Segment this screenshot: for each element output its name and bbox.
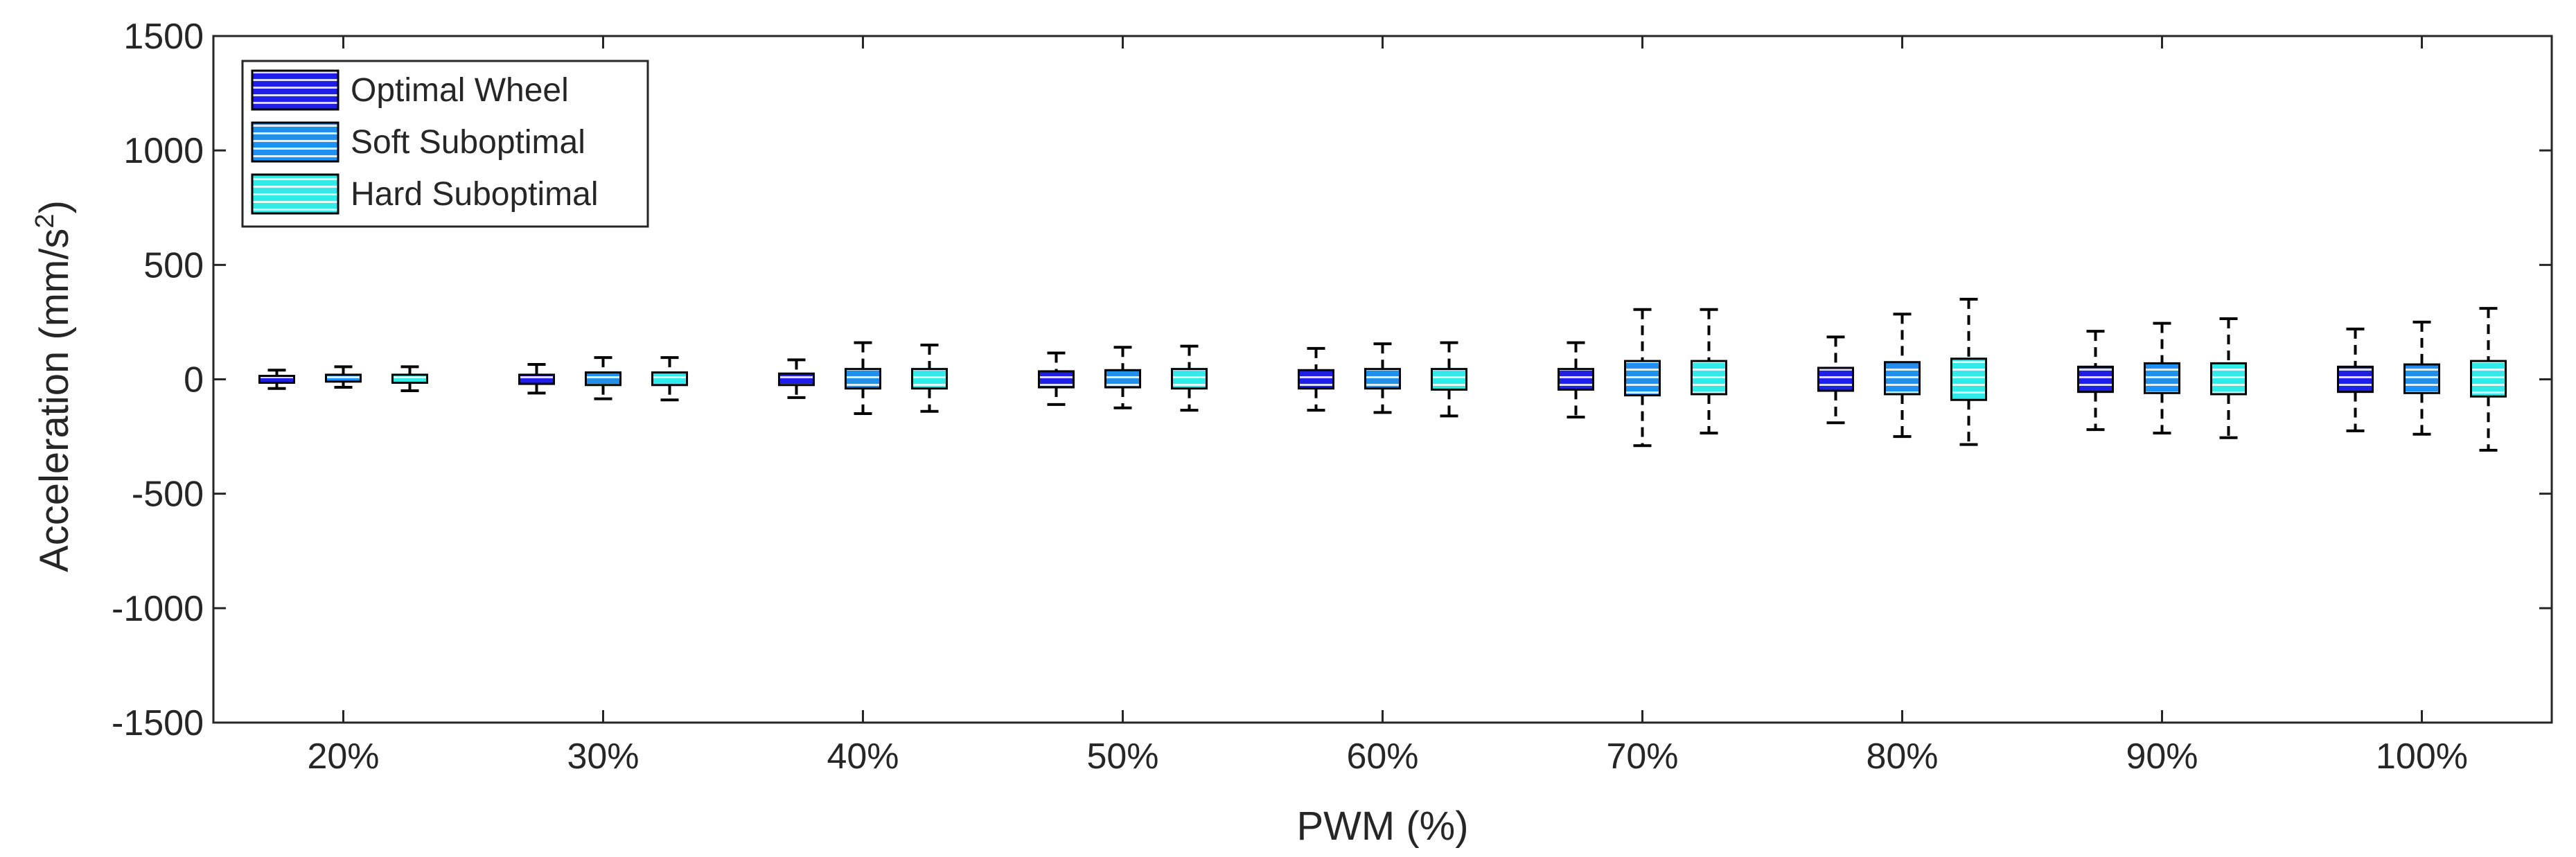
box-1-2 <box>845 341 881 416</box>
box-1-8 <box>2403 320 2440 436</box>
box-body <box>1691 360 1727 396</box>
box-0-0 <box>258 369 295 390</box>
legend-swatch <box>251 173 339 215</box>
box-1-3 <box>1104 346 1141 409</box>
x-tick-label: 90% <box>2126 736 2198 777</box>
box-body <box>911 368 948 390</box>
box-0-5 <box>1558 341 1594 419</box>
box-body <box>1558 368 1594 391</box>
legend-swatch <box>251 121 339 163</box>
box-0-2 <box>778 358 815 399</box>
box-body <box>2337 365 2374 394</box>
y-tick-label: 0 <box>184 360 204 400</box>
box-2-2 <box>911 343 948 413</box>
box-body <box>1950 357 1987 401</box>
box-body <box>1431 368 1467 391</box>
box-0-4 <box>1298 346 1334 412</box>
box-2-1 <box>651 356 688 402</box>
box-0-8 <box>2337 327 2374 432</box>
box-body <box>391 373 428 384</box>
x-tick-label: 100% <box>2376 736 2468 777</box>
box-body <box>1104 369 1141 389</box>
box-body <box>1817 366 1854 392</box>
box-body <box>1884 361 1921 396</box>
y-axis-title: Acceleration (mm/s2) <box>30 200 77 572</box>
x-tick-label: 40% <box>827 736 899 777</box>
legend-label: Hard Suboptimal <box>351 176 599 213</box>
box-body <box>1298 369 1334 390</box>
x-tick-label: 80% <box>1866 736 1938 777</box>
box-2-3 <box>1171 344 1208 412</box>
box-body <box>1038 370 1075 389</box>
box-body <box>1624 360 1661 397</box>
box-1-5 <box>1624 308 1661 448</box>
y-tick-label: -1500 <box>112 703 204 743</box>
box-0-3 <box>1038 351 1075 406</box>
x-tick-label: 70% <box>1606 736 1678 777</box>
series-hard-suboptimal <box>391 297 2507 452</box>
box-body <box>2403 363 2440 394</box>
x-axis-title: PWM (%) <box>1296 804 1468 849</box>
box-2-5 <box>1691 308 1727 435</box>
box-body <box>778 372 815 387</box>
box-body <box>2210 362 2247 396</box>
series-soft-suboptimal <box>325 308 2440 448</box>
box-body <box>651 371 688 387</box>
legend-label: Soft Suboptimal <box>351 124 585 161</box>
box-1-0 <box>325 365 362 389</box>
box-2-8 <box>2470 307 2507 452</box>
box-body <box>518 373 555 385</box>
box-1-6 <box>1884 312 1921 439</box>
box-0-7 <box>2077 330 2114 432</box>
box-1-4 <box>1364 342 1401 414</box>
box-0-1 <box>518 363 555 395</box>
y-tick-label: -1000 <box>112 589 204 629</box>
box-2-7 <box>2210 317 2247 439</box>
box-2-6 <box>1950 297 1987 446</box>
box-body <box>2144 362 2180 394</box>
series-optimal-wheel <box>258 327 2374 432</box>
box-body <box>585 371 621 387</box>
y-axis-title-superscript: 2 <box>30 213 60 228</box>
box-0-6 <box>1817 335 1854 425</box>
box-1-7 <box>2144 321 2180 435</box>
x-tick-label: 20% <box>307 736 379 777</box>
y-axis-title-close: ) <box>32 200 77 213</box>
x-tick-label: 30% <box>567 736 639 777</box>
box-1-1 <box>585 356 621 400</box>
box-body <box>1171 368 1208 390</box>
y-tick-label: 1500 <box>123 17 204 57</box>
y-tick-label: 1000 <box>123 131 204 171</box>
x-tick-label: 60% <box>1346 736 1418 777</box>
box-body <box>2470 360 2507 398</box>
y-axis-title-main: Acceleration (mm/s <box>32 229 77 572</box>
box-2-0 <box>391 365 428 393</box>
x-tick-label: 50% <box>1086 736 1158 777</box>
box-body <box>845 368 881 390</box>
legend: Optimal Wheel Soft Suboptimal Hard Subopti… <box>241 60 649 228</box>
box-body <box>1364 368 1401 390</box>
y-tick-label: -500 <box>132 475 204 515</box>
y-tick-label: 500 <box>143 245 204 285</box>
legend-swatch <box>251 69 339 111</box>
box-body <box>2077 365 2114 394</box>
legend-label: Optimal Wheel <box>351 72 569 109</box>
box-body <box>325 373 362 383</box>
box-2-4 <box>1431 341 1467 418</box>
box-body <box>258 375 295 384</box>
